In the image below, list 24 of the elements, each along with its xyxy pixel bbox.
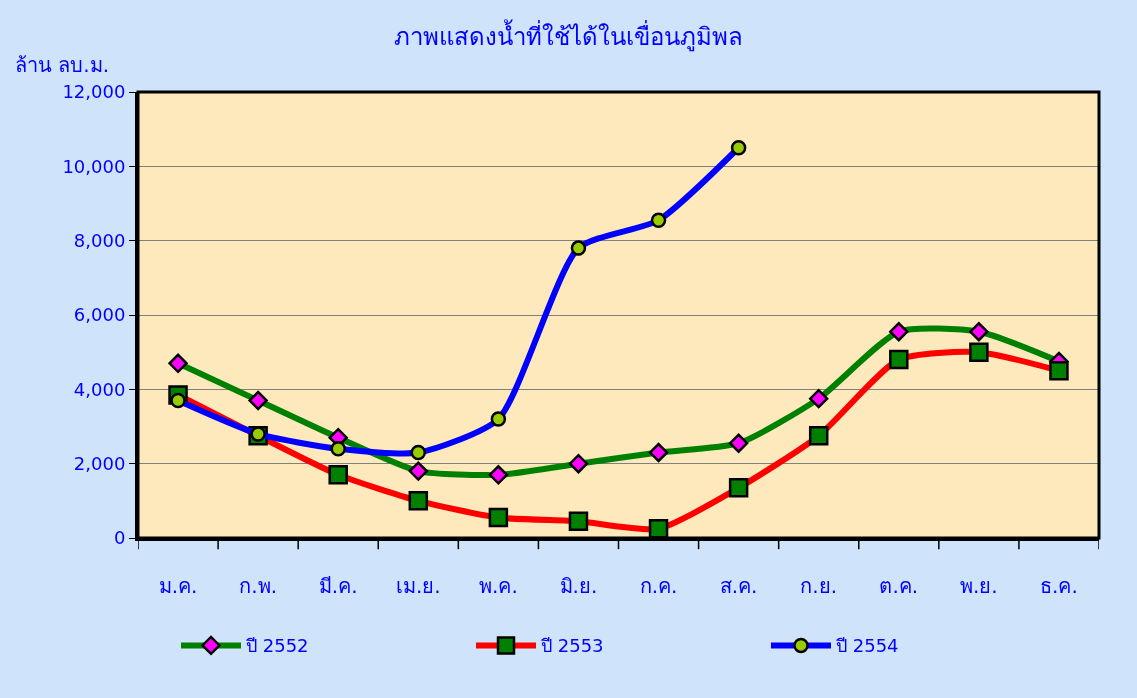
x-tick-label: เม.ย.: [395, 574, 441, 598]
y-tick-label: 6,000: [73, 304, 126, 326]
legend-label: ปี 2554: [836, 635, 899, 657]
y-tick-label: 10,000: [62, 155, 126, 177]
y-tick-label: 4,000: [73, 378, 126, 400]
legend-label: ปี 2553: [541, 635, 604, 657]
x-tick-label: มิ.ย.: [559, 574, 598, 598]
y-tick-label: 2,000: [73, 452, 126, 474]
legend-label: ปี 2552: [246, 635, 309, 657]
x-tick-label: ก.ย.: [800, 574, 838, 598]
x-tick-label: พ.ค.: [479, 574, 518, 598]
x-tick-label: ต.ค.: [879, 574, 919, 598]
x-tick-label: ก.ค.: [639, 574, 678, 598]
x-tick-label: ก.พ.: [239, 574, 277, 598]
x-tick-label: ม.ค.: [158, 574, 198, 598]
x-tick-label: ธ.ค.: [1040, 574, 1078, 598]
y-tick-label: 0: [113, 527, 126, 549]
x-tick-label: ส.ค.: [719, 574, 758, 598]
x-tick-label: มี.ค.: [318, 574, 358, 598]
y-axis-title: ล้าน ลบ.ม.: [15, 53, 110, 77]
x-tick-label: พ.ย.: [960, 574, 998, 598]
chart-title: ภาพแสดงน้ำที่ใช้ได้ในเขื่อนภูมิพล: [394, 18, 743, 52]
y-tick-label: 8,000: [73, 229, 126, 251]
y-tick-label: 12,000: [62, 81, 126, 103]
